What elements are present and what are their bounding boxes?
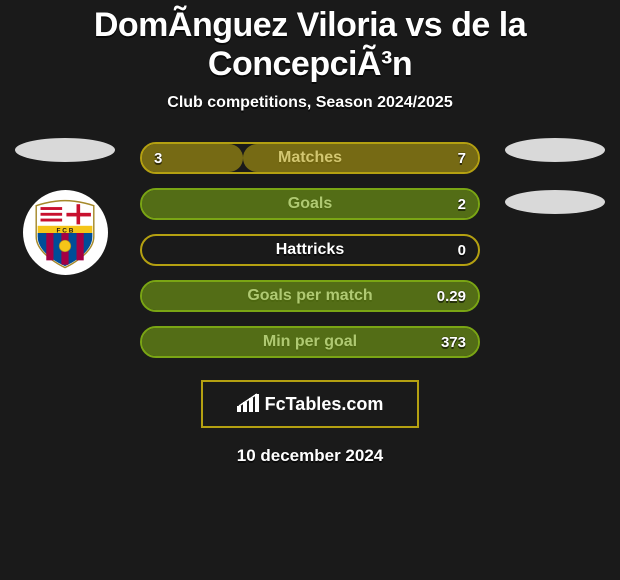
stat-row-goals: Goals 2 [140, 188, 480, 220]
player-photo-placeholder-right-2 [505, 190, 605, 214]
barcelona-crest-icon: F C B [29, 197, 101, 269]
stat-value-right: 373 [441, 328, 466, 356]
stat-bar-right [243, 144, 478, 172]
player-photo-placeholder-right-1 [505, 138, 605, 162]
stat-value-right: 7 [458, 144, 466, 172]
date-label: 10 december 2024 [0, 446, 620, 466]
stat-value-left: 3 [154, 144, 162, 172]
fctables-attribution: FcTables.com [201, 380, 419, 428]
stat-bar-right [142, 190, 478, 218]
stat-rows: 3 Matches 7 Goals 2 Hattricks 0 [140, 142, 480, 358]
stat-bar-right [142, 282, 478, 310]
player-photo-placeholder-left [15, 138, 115, 162]
stat-row-hattricks: Hattricks 0 [140, 234, 480, 266]
content-area: F C B 3 Matches 7 [0, 142, 620, 466]
bar-chart-icon [237, 392, 261, 417]
comparison-infographic: DomÃ­nguez Viloria vs de la ConcepciÃ³n … [0, 0, 620, 580]
stat-row-goals-per-match: Goals per match 0.29 [140, 280, 480, 312]
stat-bar-right [142, 328, 478, 356]
stat-label: Hattricks [276, 241, 344, 259]
left-player-column: F C B [10, 138, 120, 275]
fctables-label: FcTables.com [265, 394, 384, 415]
stat-value-right: 0 [458, 236, 466, 264]
club-badge-barcelona: F C B [23, 190, 108, 275]
stat-row-matches: 3 Matches 7 [140, 142, 480, 174]
right-player-column [500, 138, 610, 242]
stat-value-right: 0.29 [437, 282, 466, 310]
page-subtitle: Club competitions, Season 2024/2025 [0, 94, 620, 112]
page-title: DomÃ­nguez Viloria vs de la ConcepciÃ³n [0, 0, 620, 84]
stat-value-right: 2 [458, 190, 466, 218]
stat-row-min-per-goal: Min per goal 373 [140, 326, 480, 358]
